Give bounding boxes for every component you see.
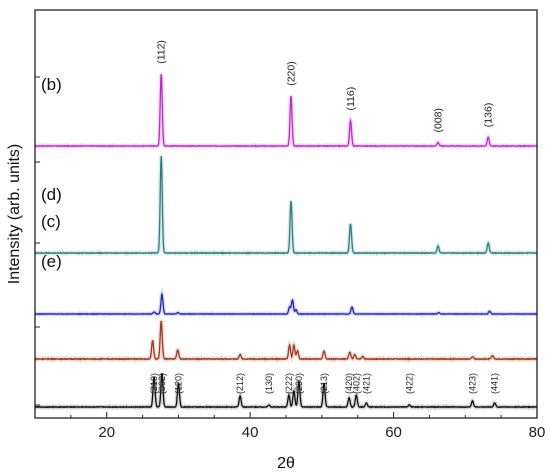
x-tick-label: 40 bbox=[242, 424, 259, 441]
peak-label: (120) bbox=[173, 373, 183, 394]
series-line bbox=[34, 373, 538, 409]
peak-label: (130) bbox=[264, 373, 274, 394]
series-layer bbox=[33, 73, 539, 411]
panel-label: (d) bbox=[41, 185, 62, 204]
x-tick-label: 60 bbox=[385, 424, 402, 441]
series-group bbox=[34, 372, 539, 411]
series-group bbox=[34, 287, 538, 318]
series-halo bbox=[34, 287, 538, 318]
peak-label: (441) bbox=[490, 373, 500, 394]
series-line bbox=[34, 74, 538, 148]
series-halo bbox=[33, 155, 539, 257]
peak-label: (210) bbox=[149, 373, 159, 394]
peak-label: (116) bbox=[345, 87, 357, 111]
series-line bbox=[34, 155, 538, 255]
peak-label: (212) bbox=[235, 373, 245, 394]
series-group bbox=[33, 320, 539, 364]
peak-label: (220) bbox=[286, 61, 298, 86]
peak-label: (422) bbox=[404, 373, 414, 394]
y-axis-title: Intensity (arb. units) bbox=[6, 144, 23, 285]
panel-label: (b) bbox=[41, 75, 62, 94]
panel-label: (c) bbox=[41, 212, 61, 231]
x-tick-label: 20 bbox=[98, 424, 115, 441]
x-axis-title: 2θ bbox=[277, 455, 295, 472]
peak-label: (230) bbox=[294, 373, 304, 394]
peak-label: (008) bbox=[433, 108, 445, 133]
series-line bbox=[34, 320, 538, 361]
series-halo bbox=[33, 320, 539, 364]
peak-label: (213) bbox=[319, 373, 329, 394]
peak-label: (136) bbox=[483, 103, 495, 128]
peak-label: (002) bbox=[157, 373, 167, 394]
x-tick-label: 80 bbox=[529, 424, 546, 441]
peak-label: (421) bbox=[361, 373, 371, 394]
peak-label: (402) bbox=[351, 373, 361, 394]
series-group bbox=[33, 155, 539, 257]
series-line bbox=[34, 292, 538, 316]
peak-label: (420) bbox=[344, 373, 354, 394]
labels-layer: (a)(112)(220)(116)(008)(136)(b)(c)(d)(e)… bbox=[41, 40, 500, 394]
peak-label: (112) bbox=[156, 40, 168, 64]
axis-layer: 20 40 60 80 bbox=[34, 76, 546, 441]
series-group bbox=[33, 73, 539, 150]
peak-label: (222) bbox=[284, 373, 294, 394]
panel-label: (e) bbox=[41, 252, 62, 271]
peak-label: (423) bbox=[468, 373, 478, 394]
